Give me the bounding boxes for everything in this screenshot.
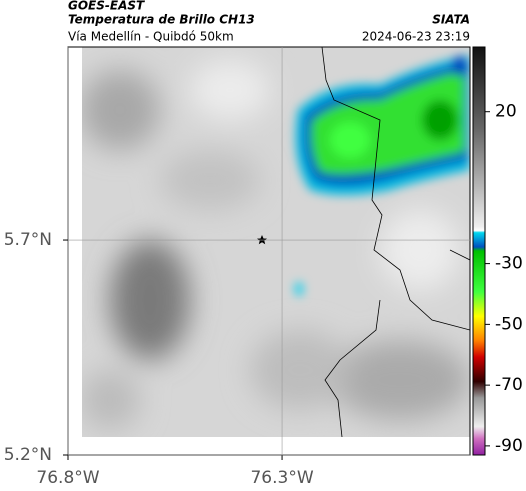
source: SIATA: [432, 13, 470, 27]
colorbar-tick-label: -30: [495, 254, 523, 274]
colorbar-tick-label: -90: [495, 436, 523, 456]
colorbar-tick-label: -70: [495, 375, 523, 395]
title: Temperatura de Brillo CH13: [68, 13, 255, 27]
x-tick-label: 76.8°W: [36, 468, 99, 488]
colorbar-tick-label: -50: [495, 314, 523, 334]
colorbar-tick-label: 20: [495, 102, 517, 122]
y-tick-label: 5.2°N: [4, 445, 52, 465]
subtitle: Vía Medellín - Quibdó 50km: [68, 30, 234, 44]
timestamp: 2024-06-23 23:19: [362, 30, 470, 44]
colorbar: [472, 46, 486, 456]
product: GOES-EAST: [68, 0, 145, 13]
satellite-image: [82, 47, 470, 437]
x-tick-label: 76.3°W: [250, 468, 313, 488]
y-tick-label: 5.7°N: [4, 230, 52, 250]
